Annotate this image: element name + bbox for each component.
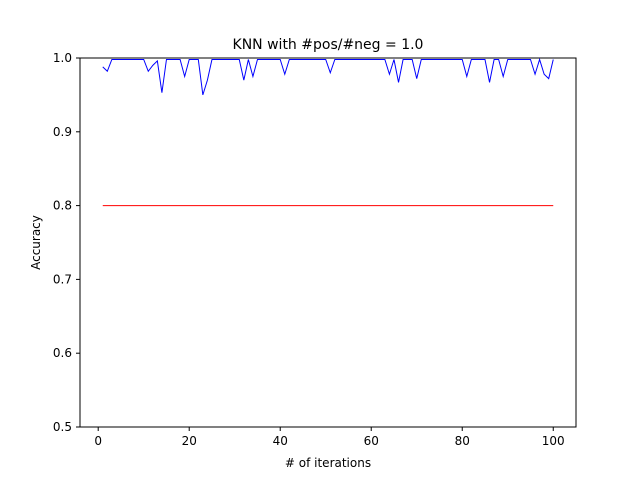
x-tick-label: 20 xyxy=(182,434,197,448)
y-tick-label: 0.7 xyxy=(53,272,72,286)
y-tick-label: 0.9 xyxy=(53,125,72,139)
x-tick-label: 60 xyxy=(364,434,379,448)
y-tick-label: 0.8 xyxy=(53,199,72,213)
y-tick-label: 0.5 xyxy=(53,420,72,434)
plot-area-frame xyxy=(79,57,577,428)
axis-ticks: 0 20 40 60 80 100 0.5 0.6 0.7 0.8 0.9 1.0 xyxy=(53,51,565,448)
series-line-1 xyxy=(102,57,554,96)
y-tick-label: 1.0 xyxy=(53,51,72,65)
chart-title: KNN with #pos/#neg = 1.0 xyxy=(233,37,424,53)
x-tick-label: 100 xyxy=(542,434,565,448)
x-tick-label: 80 xyxy=(455,434,470,448)
series-layer xyxy=(102,57,554,207)
y-tick-label: 0.6 xyxy=(53,346,72,360)
x-tick-label: 40 xyxy=(273,434,288,448)
y-axis-label: Accuracy xyxy=(29,215,43,270)
x-axis-label: # of iterations xyxy=(285,456,371,470)
x-tick-label: 0 xyxy=(94,434,102,448)
